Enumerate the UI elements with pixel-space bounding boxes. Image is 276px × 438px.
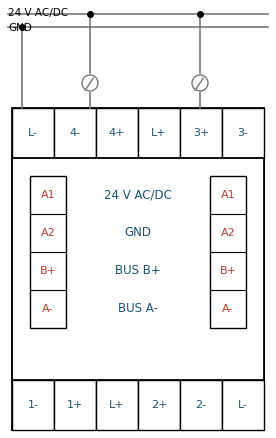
Text: A-: A-: [222, 304, 234, 314]
Text: 24 V AC/DC: 24 V AC/DC: [104, 188, 172, 201]
Bar: [180, 380, 222, 430]
Bar: [138, 380, 180, 430]
Bar: [12, 158, 264, 380]
Text: A1: A1: [41, 190, 55, 200]
Text: L+: L+: [109, 400, 125, 410]
Text: BUS A-: BUS A-: [118, 303, 158, 315]
Bar: [180, 108, 222, 158]
Bar: [138, 108, 180, 158]
Bar: [54, 108, 96, 158]
Bar: [54, 380, 96, 430]
Text: 4-: 4-: [70, 128, 81, 138]
Text: BUS B+: BUS B+: [115, 265, 161, 278]
Text: L+: L+: [151, 128, 167, 138]
Text: A2: A2: [41, 228, 55, 238]
Text: A-: A-: [42, 304, 54, 314]
Text: 2-: 2-: [195, 400, 206, 410]
Bar: [12, 380, 54, 430]
Bar: [96, 108, 138, 158]
Bar: [96, 380, 138, 430]
Text: 1+: 1+: [67, 400, 83, 410]
Text: L-: L-: [238, 400, 248, 410]
Text: 3+: 3+: [193, 128, 209, 138]
Text: 24 V AC/DC: 24 V AC/DC: [8, 8, 68, 18]
Bar: [222, 380, 264, 430]
Bar: [12, 108, 54, 158]
Text: B+: B+: [39, 266, 57, 276]
Text: A2: A2: [221, 228, 235, 238]
Text: 4+: 4+: [109, 128, 125, 138]
Text: 2+: 2+: [151, 400, 167, 410]
Bar: [222, 108, 264, 158]
Bar: [30, 176, 66, 328]
Text: GND: GND: [8, 23, 32, 33]
Text: A1: A1: [221, 190, 235, 200]
Bar: [210, 176, 246, 328]
Bar: [12, 108, 264, 430]
Text: GND: GND: [124, 226, 152, 240]
Text: 1-: 1-: [28, 400, 38, 410]
Text: L-: L-: [28, 128, 38, 138]
Text: 3-: 3-: [238, 128, 248, 138]
Text: B+: B+: [219, 266, 237, 276]
